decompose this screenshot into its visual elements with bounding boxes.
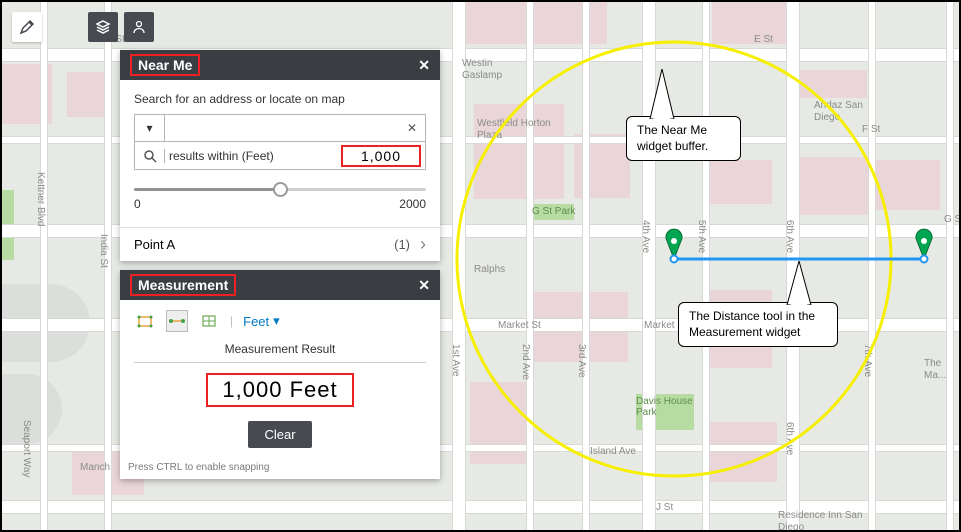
measurement-result-value: 1,000 Feet bbox=[206, 373, 353, 407]
caret-down-icon: ▾ bbox=[273, 313, 280, 329]
slider-min: 0 bbox=[134, 197, 141, 211]
results-within-label: results within (Feet) bbox=[165, 149, 274, 163]
measurement-result-label: Measurement Result bbox=[134, 342, 426, 356]
draw-button[interactable] bbox=[12, 12, 42, 42]
separator: | bbox=[230, 314, 233, 328]
callout-distance: The Distance tool in the Measurement wid… bbox=[678, 302, 838, 347]
app-root: E St E St E St F St G St Market St Marke… bbox=[0, 0, 961, 532]
area-icon bbox=[136, 312, 154, 330]
slider-max: 2000 bbox=[399, 197, 426, 211]
result-item[interactable]: Point A (1) › bbox=[120, 227, 440, 261]
unit-dropdown[interactable]: Feet ▾ bbox=[243, 313, 280, 329]
person-pin-icon bbox=[131, 19, 147, 35]
measure-location-button[interactable] bbox=[198, 310, 220, 332]
clear-search-icon[interactable]: ✕ bbox=[399, 115, 425, 141]
chevron-right-icon: › bbox=[420, 234, 426, 255]
buffer-slider[interactable]: 0 2000 bbox=[134, 188, 426, 211]
near-me-instruction: Search for an address or locate on map bbox=[134, 92, 426, 106]
buffer-distance-input[interactable] bbox=[341, 145, 421, 167]
callout-buffer: The Near Me widget buffer. bbox=[626, 116, 741, 161]
nearme-button[interactable] bbox=[124, 12, 154, 42]
layers-button[interactable] bbox=[88, 12, 118, 42]
near-me-panel: Near Me ✕ Search for an address or locat… bbox=[120, 50, 440, 261]
pencil-icon bbox=[19, 19, 35, 35]
search-source-dropdown[interactable]: ▾ bbox=[135, 115, 165, 141]
close-icon[interactable]: ✕ bbox=[418, 278, 430, 292]
near-me-title: Near Me bbox=[130, 54, 200, 76]
close-icon[interactable]: ✕ bbox=[418, 58, 430, 72]
clear-button[interactable]: Clear bbox=[248, 421, 311, 448]
measure-area-button[interactable] bbox=[134, 310, 156, 332]
measurement-panel: Measurement ✕ | Feet ▾ Measurem bbox=[120, 270, 440, 479]
layers-icon bbox=[95, 19, 111, 35]
measure-distance-button[interactable] bbox=[166, 310, 188, 332]
result-item-count: (1) bbox=[394, 237, 410, 252]
location-icon bbox=[200, 312, 218, 330]
divider bbox=[134, 362, 426, 363]
distance-icon bbox=[168, 312, 186, 330]
result-item-label: Point A bbox=[134, 237, 175, 252]
search-icon[interactable] bbox=[135, 149, 165, 163]
unit-label: Feet bbox=[243, 314, 269, 329]
search-input[interactable] bbox=[165, 115, 399, 141]
snapping-hint: Press CTRL to enable snapping bbox=[120, 456, 440, 479]
measurement-title: Measurement bbox=[130, 274, 236, 296]
